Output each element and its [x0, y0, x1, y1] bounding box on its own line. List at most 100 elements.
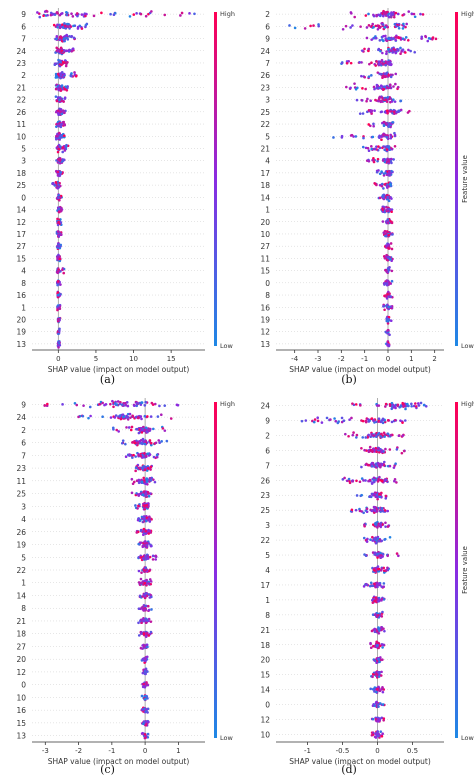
- shap-point: [388, 535, 392, 539]
- shap-point: [363, 448, 366, 452]
- shap-point: [43, 404, 47, 407]
- shap-point: [370, 482, 374, 485]
- shap-point: [109, 12, 112, 16]
- feature-label: 25: [260, 506, 270, 515]
- shap-point: [139, 581, 143, 585]
- shap-point: [59, 89, 63, 92]
- shap-point: [154, 441, 158, 445]
- shap-point: [379, 730, 383, 734]
- shap-point: [386, 525, 390, 528]
- shap-point: [148, 569, 151, 573]
- shap-point: [362, 536, 366, 540]
- shap-point: [378, 644, 382, 648]
- shap-point: [387, 317, 390, 321]
- feature-label: 21: [16, 83, 26, 92]
- shap-point: [417, 404, 421, 407]
- shap-point: [62, 134, 66, 137]
- shap-point: [139, 554, 142, 558]
- shap-point: [354, 135, 358, 138]
- shap-point: [112, 405, 115, 409]
- shap-point: [403, 419, 407, 422]
- shap-point: [378, 72, 381, 76]
- shap-point: [334, 419, 338, 423]
- shap-point: [332, 136, 335, 139]
- shap-point: [370, 38, 373, 41]
- shap-point: [345, 85, 348, 89]
- shap-point: [376, 641, 379, 645]
- shap-point: [143, 672, 147, 676]
- shap-point: [365, 462, 368, 466]
- shap-point: [56, 23, 59, 27]
- shap-point: [149, 468, 152, 471]
- shap-point: [382, 305, 385, 308]
- shap-point: [70, 72, 73, 75]
- shap-point: [146, 711, 149, 714]
- shap-point: [370, 432, 373, 436]
- shap-point: [386, 258, 390, 262]
- shap-point: [72, 36, 76, 40]
- shap-point: [133, 404, 136, 408]
- feature-label: 4: [265, 157, 270, 166]
- shap-point: [392, 158, 395, 161]
- shap-point: [382, 87, 386, 91]
- shap-point: [150, 10, 153, 13]
- shap-point: [293, 26, 297, 30]
- shap-point: [364, 87, 367, 91]
- shap-point: [65, 49, 69, 53]
- shap-point: [382, 255, 386, 258]
- shap-point: [141, 647, 144, 650]
- shap-point: [381, 38, 384, 41]
- shap-point: [376, 480, 380, 483]
- shap-point: [373, 553, 376, 556]
- feature-label: 8: [21, 604, 26, 613]
- panel-caption: (a): [100, 373, 115, 386]
- colorbar-title: Feature value: [461, 155, 469, 203]
- feature-label: 18: [260, 181, 270, 190]
- shap-point: [380, 628, 383, 632]
- shap-point: [392, 15, 396, 19]
- shap-point: [151, 558, 155, 561]
- shap-point: [137, 542, 141, 546]
- shap-point: [92, 14, 96, 18]
- shap-point: [56, 223, 60, 227]
- shap-point: [147, 617, 151, 621]
- feature-label: 26: [16, 108, 26, 117]
- shap-point: [384, 98, 388, 101]
- shap-point: [116, 400, 120, 403]
- shap-point: [54, 74, 58, 77]
- shap-point: [376, 157, 380, 161]
- shap-point: [374, 700, 378, 704]
- shap-point: [404, 51, 407, 54]
- shap-point: [101, 401, 104, 405]
- shap-point: [386, 329, 389, 332]
- shap-point: [378, 689, 382, 692]
- shap-point: [57, 306, 60, 309]
- shap-point: [394, 11, 398, 15]
- shap-point: [372, 434, 375, 437]
- shap-point: [154, 554, 158, 558]
- shap-point: [362, 136, 365, 140]
- shap-point: [342, 419, 346, 423]
- shap-point: [57, 318, 61, 322]
- feature-label: 26: [260, 476, 270, 485]
- shap-point: [366, 97, 369, 101]
- shap-point: [396, 85, 400, 89]
- shap-point: [59, 35, 63, 38]
- shap-point: [378, 136, 381, 140]
- shap-point: [365, 99, 368, 103]
- shap-point: [179, 14, 182, 17]
- shap-point: [188, 12, 191, 15]
- shap-point: [364, 436, 368, 439]
- shap-point: [379, 674, 383, 677]
- shap-point: [384, 133, 387, 137]
- shap-point: [383, 72, 387, 76]
- shap-point: [374, 36, 378, 40]
- shap-point: [386, 419, 390, 422]
- shap-point: [386, 509, 390, 513]
- shap-point: [381, 686, 384, 690]
- shap-point: [349, 26, 352, 29]
- feature-label: 5: [265, 132, 270, 141]
- x-tick-label: -2: [75, 747, 82, 755]
- shap-point: [393, 479, 396, 483]
- shap-point: [365, 110, 369, 114]
